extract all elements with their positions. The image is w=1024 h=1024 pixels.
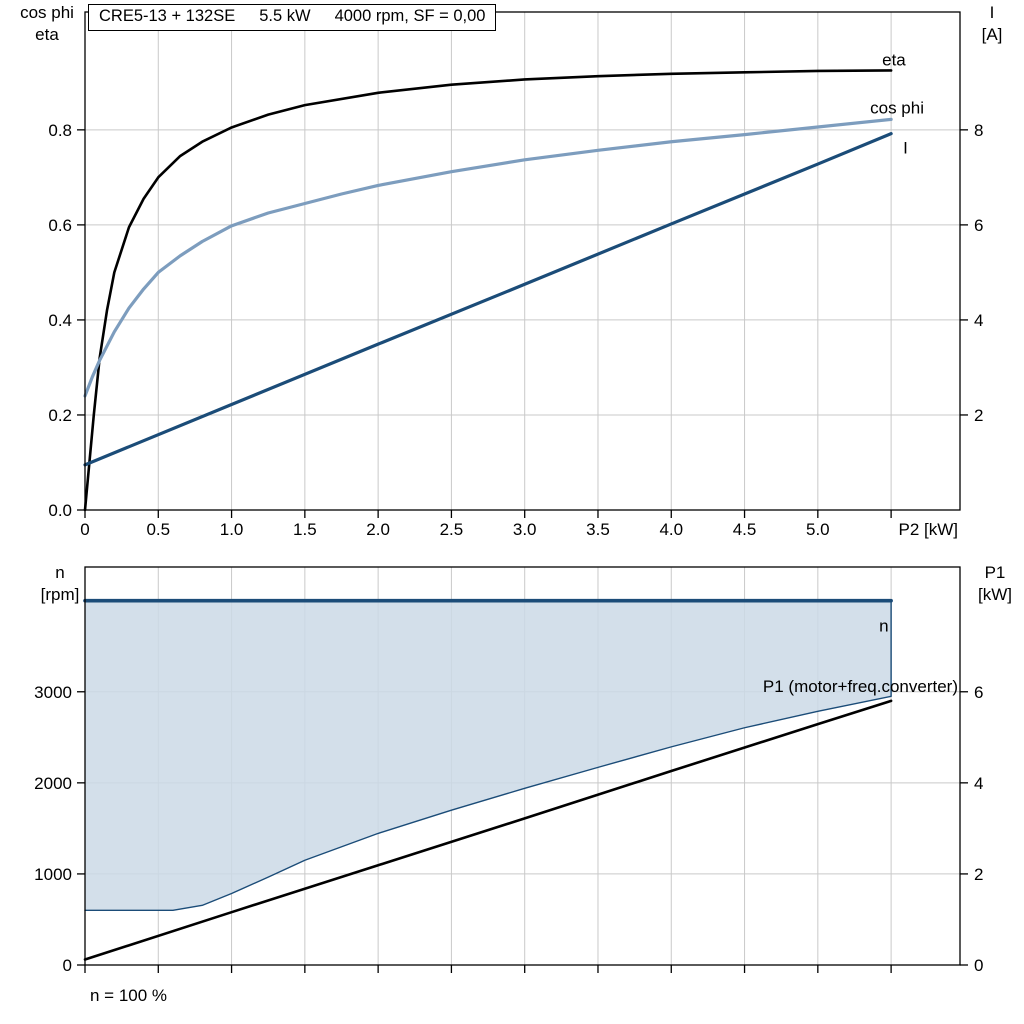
y-left-axis-label: [rpm] [41, 585, 80, 604]
y-left-tick-label: 3000 [34, 683, 72, 702]
y-left-tick-label: 1000 [34, 865, 72, 884]
y-right-tick-label: 2 [974, 406, 983, 425]
y-right-tick-label: 6 [974, 216, 983, 235]
x-tick-label: 3.5 [586, 520, 610, 539]
y-right-tick-label: 4 [974, 774, 983, 793]
y-right-axis-label: P1 [985, 563, 1006, 582]
y-right-axis-label: [A] [982, 25, 1003, 44]
footnote: n = 100 % [90, 986, 167, 1005]
y-right-axis-label: I [990, 3, 995, 22]
y-left-tick-label: 0.6 [48, 216, 72, 235]
x-tick-label: 4.0 [659, 520, 683, 539]
cos_phi-curve [83, 117, 893, 398]
x-tick-label: 2.0 [366, 520, 390, 539]
y-right-axis-label: [kW] [978, 585, 1012, 604]
y-right-tick-label: 0 [974, 956, 983, 975]
speed-range-fill [85, 600, 892, 911]
cos_phi-curve-label: cos phi [870, 98, 924, 117]
speed-service-factor-label: 4000 rpm, SF = 0,00 [334, 7, 486, 25]
x-tick-label: 3.0 [513, 520, 537, 539]
y-left-tick-label: 2000 [34, 774, 72, 793]
upper-chart: 0 0.5 1.0 1.5 2.0 2.5 3.0 3.5 4.0 4.5 5.0 P2 [kW] 0.… [20, 3, 1003, 539]
y-left-tick-label: 0.0 [48, 501, 72, 520]
y-right-tick-label: 2 [974, 865, 983, 884]
eta-curve [83, 69, 893, 512]
x-tick-label: 0.5 [146, 520, 170, 539]
x-tick-label: 5.0 [806, 520, 830, 539]
y-left-tick-label: 0.2 [48, 406, 72, 425]
y-left-axis-label: n [55, 563, 64, 582]
plot-frame [84, 11, 961, 511]
plot-frame [84, 566, 961, 966]
n_min_envelope-curve [84, 599, 892, 912]
y-left-tick-label: 0.8 [48, 121, 72, 140]
y-left-tick-label: 0.4 [48, 311, 72, 330]
x-tick-label: 1.5 [293, 520, 317, 539]
power-rating-label: 5.5 kW [259, 7, 311, 25]
y-left-tick-label: 0 [63, 956, 72, 975]
p1-curve [83, 699, 893, 961]
y-right-tick-label: 8 [974, 121, 983, 140]
current-curve-label: I [903, 139, 908, 158]
pump-model-label: CRE5-13 + 132SE [99, 7, 236, 25]
y-right-tick-label: 6 [974, 683, 983, 702]
x-tick-label: 4.5 [733, 520, 757, 539]
lower-chart: 0 1000 2000 3000 0 2 4 6 n [rpm] P1 [kW] n P1 (motor+… [34, 563, 1012, 1005]
x-axis-label: P2 [kW] [898, 520, 958, 539]
n-curve-label: n [879, 617, 888, 636]
chart-title-box: CRE5-13 + 132SE 5.5 kW 4000 rpm, SF = 0,… [88, 4, 497, 31]
x-tick-label: 2.5 [440, 520, 464, 539]
y-right-tick-label: 4 [974, 311, 983, 330]
x-tick-label: 0 [80, 520, 89, 539]
current-curve [83, 132, 893, 467]
eta-curve-label: eta [882, 50, 906, 69]
p1-curve-label: P1 (motor+freq.converter) [763, 677, 958, 696]
x-tick-label: 1.0 [220, 520, 244, 539]
y-left-axis-label: eta [35, 25, 59, 44]
y-left-axis-label: cos phi [20, 3, 74, 22]
